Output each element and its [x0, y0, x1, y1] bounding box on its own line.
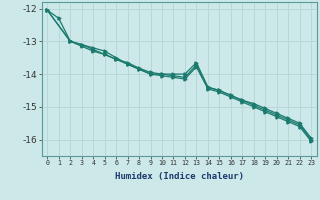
X-axis label: Humidex (Indice chaleur): Humidex (Indice chaleur) [115, 172, 244, 181]
